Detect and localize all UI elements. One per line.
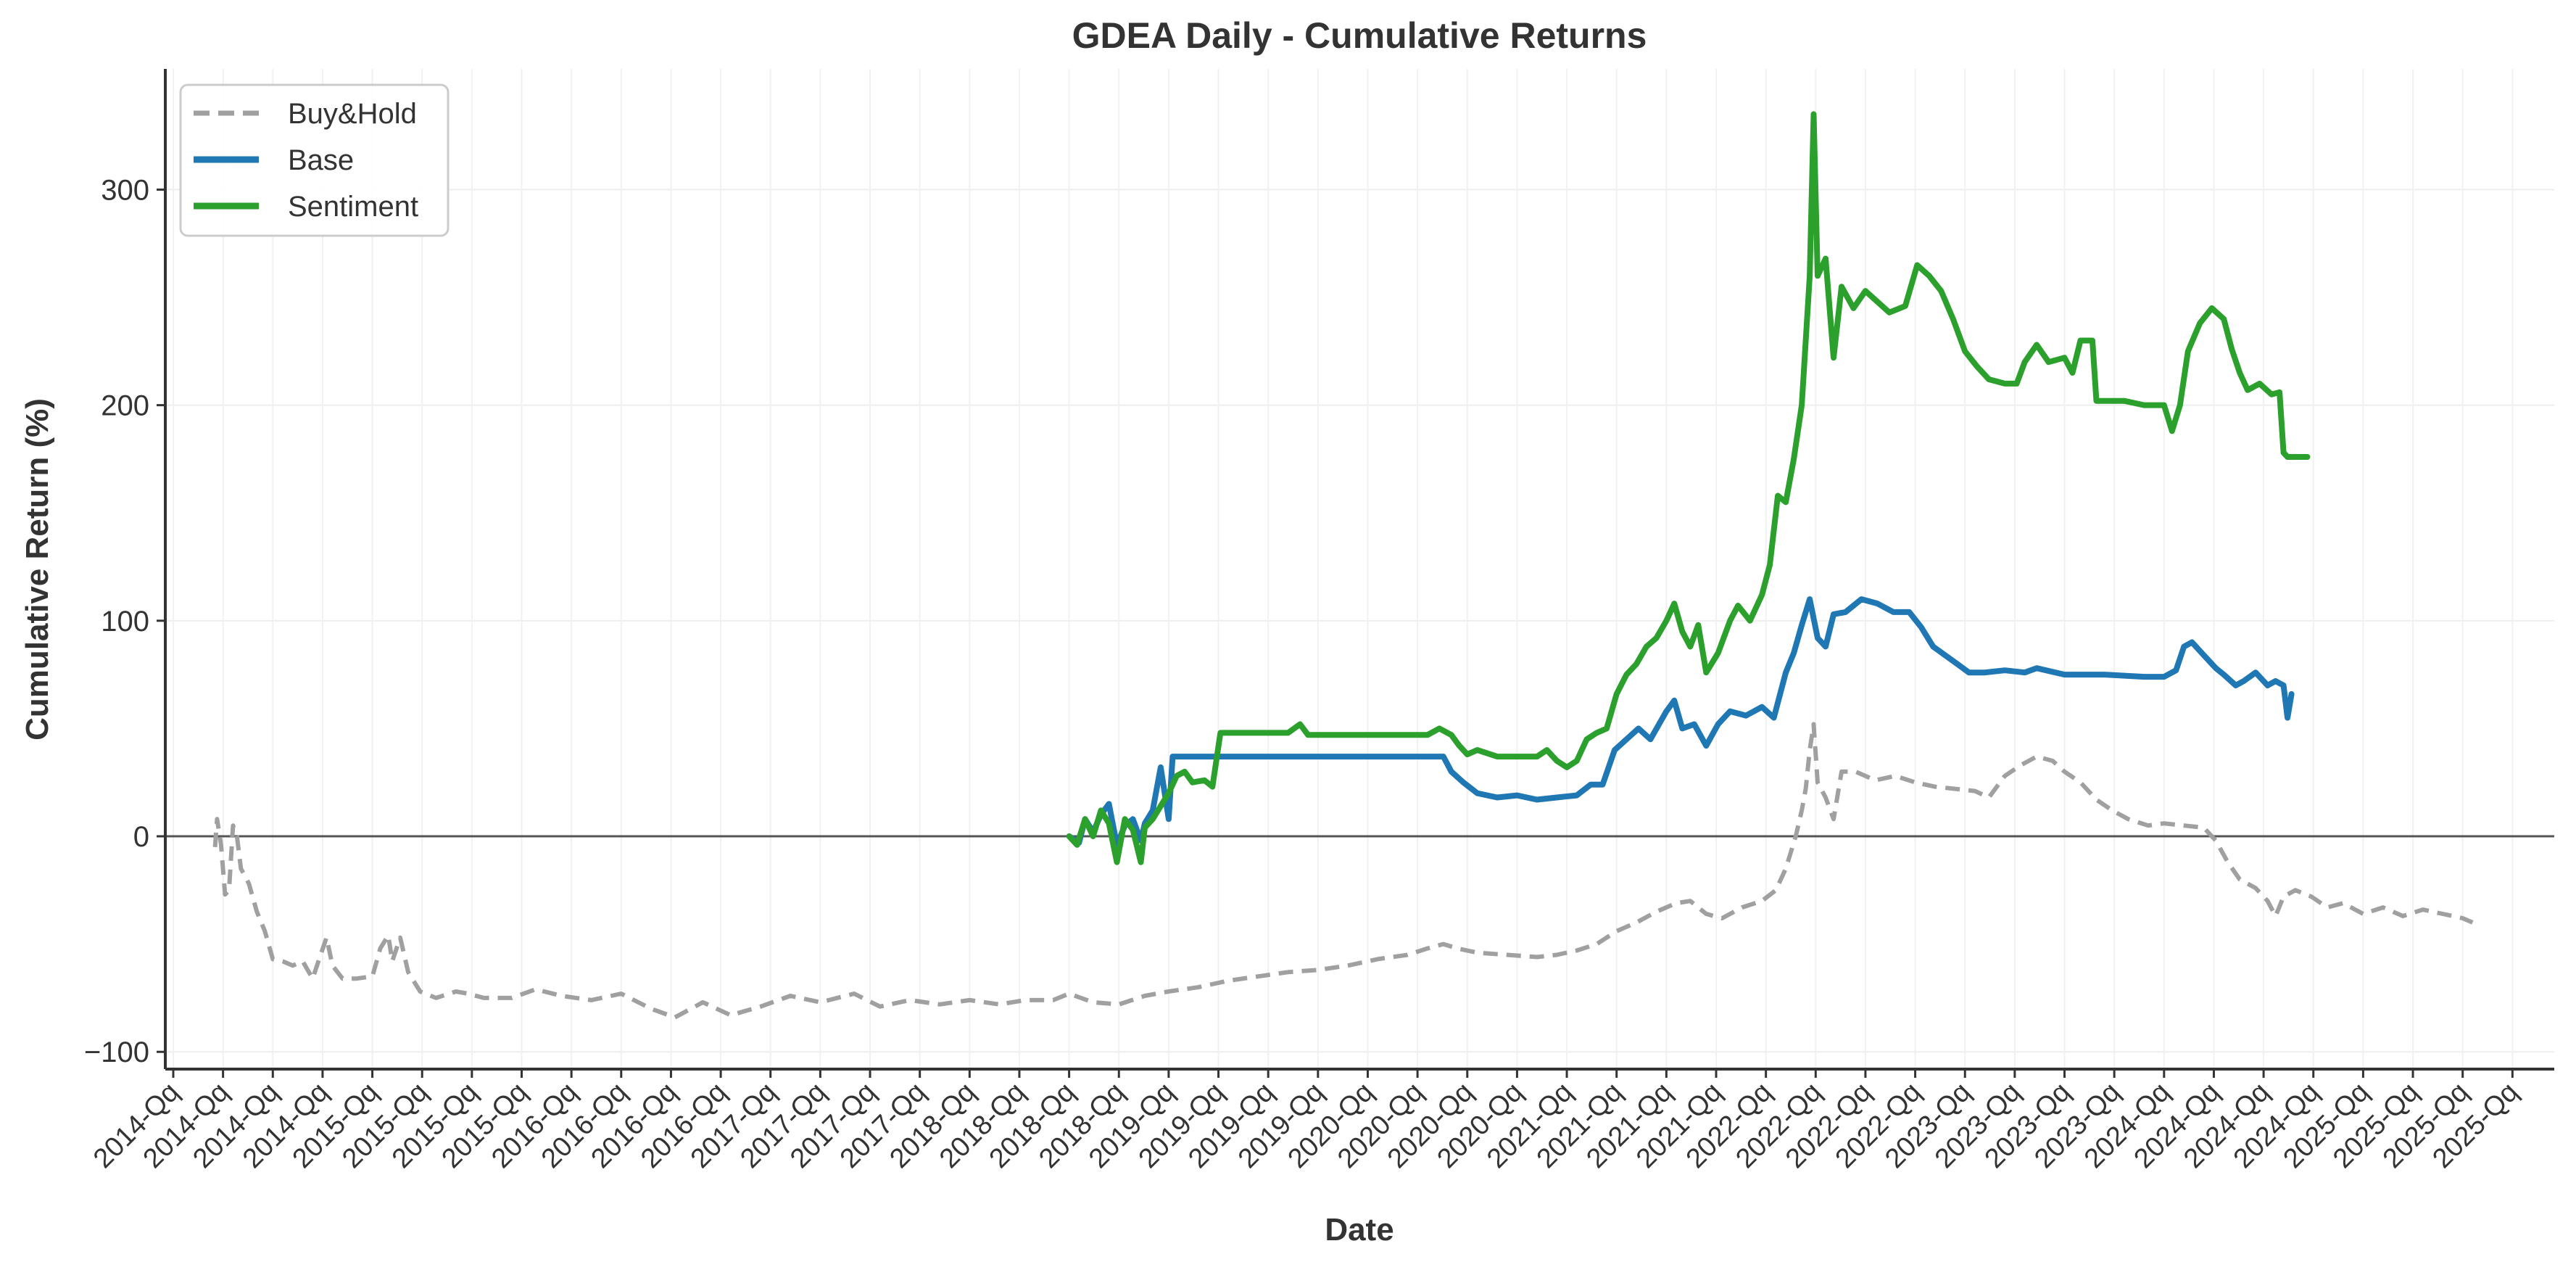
series-lines bbox=[212, 111, 2474, 1020]
y-tick-label: 0 bbox=[133, 821, 149, 853]
y-tick-label: 200 bbox=[101, 390, 149, 422]
legend-box bbox=[179, 83, 450, 237]
legend-label-sentiment: Sentiment bbox=[288, 191, 418, 223]
y-tick-label: 300 bbox=[101, 174, 149, 206]
chart-title: GDEA Daily - Cumulative Returns bbox=[1072, 15, 1647, 56]
y-axis-ticks: −100 0 100 200 300 bbox=[84, 174, 165, 1068]
x-axis-label: Date bbox=[1325, 1212, 1393, 1248]
y-axis-label: Cumulative Return (%) bbox=[20, 398, 55, 741]
legend-label-buy-hold: Buy&Hold bbox=[288, 98, 417, 130]
series-line-buy-hold bbox=[212, 722, 2474, 1020]
x-axis-ticks: 2014-Qq2014-Qq2014-Qq2014-Qq2015-Qq2015-… bbox=[88, 1069, 2525, 1174]
legend: Buy&Hold Base Sentiment bbox=[179, 83, 450, 237]
series-line-sentiment bbox=[1066, 111, 2311, 865]
y-tick-label: −100 bbox=[84, 1036, 149, 1068]
legend-label-base: Base bbox=[288, 144, 354, 176]
series-line-base bbox=[1066, 596, 2295, 848]
y-tick-label: 100 bbox=[101, 606, 149, 638]
